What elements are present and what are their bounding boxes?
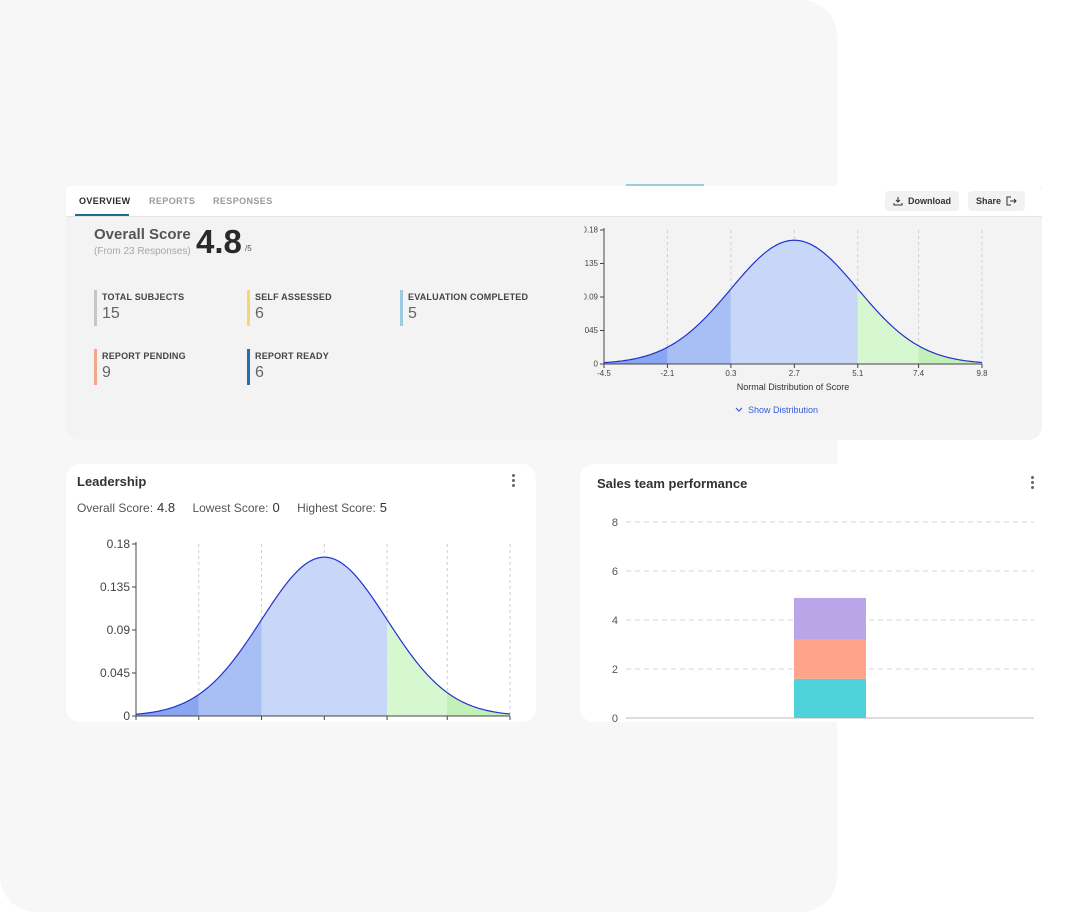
y-tick-label: 6	[612, 566, 618, 578]
stat-value: 15	[102, 305, 120, 322]
more-options-icon[interactable]	[1028, 475, 1038, 491]
distribution-curve	[135, 556, 511, 715]
x-tick-label: 7.4	[913, 369, 925, 378]
x-tick-label: 2.7	[789, 369, 801, 378]
stat-value: 6	[255, 364, 264, 381]
distribution-region	[261, 557, 388, 716]
bar-segment	[794, 678, 866, 718]
sales-card: Sales team performance 0 2 4 6 8	[580, 464, 1058, 722]
x-tick-label: 0.3	[725, 369, 737, 378]
highest-score-value: 5	[379, 500, 388, 515]
y-tick-label: 0.045	[584, 326, 599, 335]
y-tick-label: 0.18	[107, 537, 131, 551]
lowest-score-value: 0	[272, 500, 280, 515]
responses-count: (From 23 Responses)	[94, 246, 191, 257]
x-tick-label: -4.5	[597, 369, 611, 378]
distribution-region	[604, 347, 668, 364]
distribution-region	[136, 694, 199, 716]
stat-report-pending: REPORT PENDING 9	[94, 349, 234, 385]
y-tick-label: 0.09	[584, 293, 599, 302]
accent-line	[626, 184, 704, 186]
sales-title: Sales team performance	[597, 476, 748, 491]
bar-segment	[794, 597, 866, 640]
overall-score-title: Overall Score	[94, 226, 191, 243]
show-distribution-link[interactable]: Show Distribution	[735, 405, 818, 415]
distribution-region	[918, 345, 982, 364]
y-tick-label: 0	[123, 709, 130, 722]
x-tick-label: 5.1	[852, 369, 864, 378]
distribution-region	[730, 240, 858, 364]
stat-total-subjects: TOTAL SUBJECTS 15	[94, 290, 234, 326]
stat-self-assessed: SELF ASSESSED 6	[247, 290, 387, 326]
highest-score-label: Highest Score:	[297, 501, 376, 515]
y-tick-label: 0.045	[100, 666, 130, 680]
distribution-region	[447, 692, 510, 716]
stat-label: REPORT READY	[255, 351, 329, 361]
y-tick-label: 0.135	[584, 259, 599, 268]
leadership-distribution-chart: 0 0.045 0.09 0.135 0.18	[100, 537, 511, 722]
overview-panel: OVERVIEW REPORTS RESPONSES Download Shar…	[66, 186, 1042, 440]
download-button[interactable]: Download	[885, 191, 959, 211]
stat-label: REPORT PENDING	[102, 351, 186, 361]
x-tick-label: 9.8	[976, 369, 988, 378]
download-icon	[893, 196, 903, 206]
more-options-icon[interactable]	[509, 473, 519, 489]
show-distribution-label: Show Distribution	[748, 405, 819, 415]
y-tick-label: 0.09	[107, 623, 131, 637]
stat-label: TOTAL SUBJECTS	[102, 292, 185, 302]
tab-overview[interactable]: OVERVIEW	[79, 196, 131, 206]
active-tab-indicator	[75, 214, 129, 216]
tab-responses[interactable]: RESPONSES	[213, 196, 273, 206]
distribution-region	[857, 288, 919, 364]
stat-evaluation-completed: EVALUATION COMPLETED 5	[400, 290, 540, 326]
y-tick-label: 0.135	[100, 580, 130, 594]
stat-label: SELF ASSESSED	[255, 292, 332, 302]
download-label: Download	[908, 196, 951, 206]
lowest-score-label: Lowest Score:	[192, 501, 269, 515]
leadership-score-summary: Overall Score: 4.8 Lowest Score: 0 Highest…	[77, 500, 401, 515]
stat-value: 5	[408, 305, 417, 322]
tab-bar: OVERVIEW REPORTS RESPONSES Download Shar…	[66, 186, 1042, 217]
leadership-title: Leadership	[77, 474, 147, 489]
stat-value: 6	[255, 305, 264, 322]
x-axis-label: Normal Distribution of Score	[737, 382, 850, 392]
distribution-curve	[603, 239, 983, 364]
share-icon	[1006, 196, 1017, 206]
x-tick-label: -2.1	[661, 369, 675, 378]
y-tick-label: 0	[612, 713, 618, 722]
share-label: Share	[976, 196, 1002, 206]
share-button[interactable]: Share	[968, 191, 1026, 211]
overall-score-value: 4.8	[196, 223, 242, 260]
overall-score-value: 4.8	[157, 500, 176, 515]
background-panel	[0, 0, 837, 912]
distribution-region	[387, 619, 448, 716]
overall-score-label: Overall Score:	[77, 501, 154, 515]
tab-reports[interactable]: REPORTS	[149, 196, 196, 206]
chevron-down-icon	[735, 405, 743, 415]
sales-bar-chart: 0 2 4 6 8	[612, 517, 1034, 722]
y-tick-label: 8	[612, 517, 618, 529]
stat-report-ready: REPORT READY 6	[247, 349, 387, 385]
distribution-chart: 0 0.045 0.09 0.135 0.18 -4.5 -2.1 0.3 2.7 5.1 7.4 9…	[584, 226, 988, 392]
stat-value: 9	[102, 364, 111, 381]
y-tick-label: 2	[612, 664, 618, 676]
y-tick-label: 0.18	[584, 226, 599, 235]
y-tick-label: 4	[612, 615, 618, 627]
leadership-card: Leadership Overall Score: 4.8 Lowest Scor…	[66, 464, 536, 722]
overall-score-max: /5	[245, 244, 252, 253]
y-tick-label: 0	[594, 360, 599, 369]
stat-label: EVALUATION COMPLETED	[408, 292, 529, 302]
bar-segment	[794, 639, 866, 679]
